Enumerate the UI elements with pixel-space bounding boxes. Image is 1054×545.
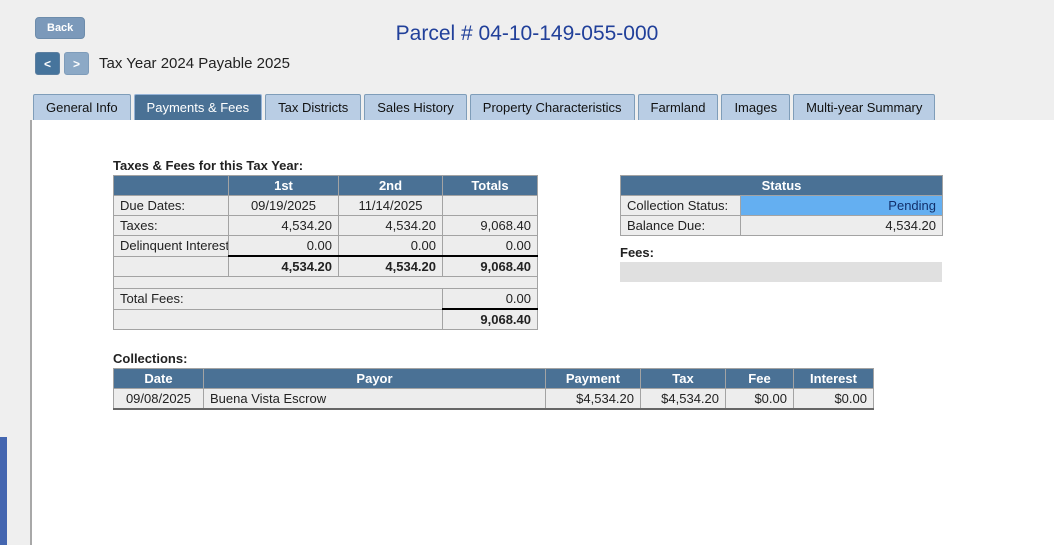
delinquent-2nd: 0.00 — [338, 235, 443, 257]
column-header-payment: Payment — [545, 368, 641, 389]
collection-interest: $0.00 — [793, 388, 874, 410]
spacer-cell — [113, 276, 538, 289]
column-header-tax: Tax — [640, 368, 726, 389]
taxes-1st: 4,534.20 — [228, 215, 339, 236]
left-accent-bar — [0, 437, 7, 545]
column-header-totals: Totals — [442, 175, 538, 196]
due-date-2nd: 11/14/2025 — [338, 195, 443, 216]
taxes-table-header-row: 1st 2nd Totals — [113, 175, 538, 196]
taxes-table-caption: Taxes & Fees for this Tax Year: — [113, 158, 304, 173]
tab-payments-fees[interactable]: Payments & Fees — [133, 94, 263, 122]
balance-due-row: Balance Due: 4,534.20 — [620, 215, 944, 236]
balance-due-label: Balance Due: — [620, 215, 741, 236]
tab-tax-districts[interactable]: Tax Districts — [265, 94, 362, 122]
page-title: Parcel # 04-10-149-055-000 — [395, 22, 659, 45]
total-fees-row: Total Fees: 0.00 — [113, 288, 538, 310]
collection-date: 09/08/2025 — [113, 388, 204, 410]
next-year-button[interactable]: > — [64, 52, 89, 75]
total-fees-value: 0.00 — [442, 288, 538, 310]
collections-caption: Collections: — [113, 351, 188, 366]
collections-table: Date Payor Payment Tax Fee Interest 09/0… — [113, 368, 874, 410]
tab-images[interactable]: Images — [721, 94, 791, 122]
column-header-empty — [113, 175, 229, 196]
tab-bar: General Info Payments & Fees Tax Distric… — [33, 94, 936, 122]
delinquent-interest-row: Delinquent Interest: 0.00 0.00 0.00 — [113, 235, 538, 257]
row-label: Due Dates: — [113, 195, 229, 216]
spacer-row — [113, 276, 538, 289]
due-date-1st: 09/19/2025 — [228, 195, 339, 216]
due-date-total — [442, 195, 538, 216]
delinquent-1st: 0.00 — [228, 235, 339, 257]
tab-farmland[interactable]: Farmland — [637, 94, 719, 122]
column-header-1st: 1st — [228, 175, 339, 196]
row-label: Delinquent Interest: — [113, 235, 229, 257]
status-table: Status Collection Status: Pending Balanc… — [619, 175, 944, 236]
taxes-fees-table: 1st 2nd Totals Due Dates: 09/19/2025 11/… — [113, 175, 538, 330]
status-header-row: Status — [619, 175, 944, 196]
due-dates-row: Due Dates: 09/19/2025 11/14/2025 — [113, 195, 538, 216]
row-label — [113, 255, 229, 277]
taxes-2nd: 4,534.20 — [338, 215, 443, 236]
collection-tax: $4,534.20 — [640, 388, 726, 410]
taxes-row: Taxes: 4,534.20 4,534.20 9,068.40 — [113, 215, 538, 236]
collection-status-row: Collection Status: Pending — [620, 195, 944, 216]
tab-property-characteristics[interactable]: Property Characteristics — [469, 94, 635, 122]
row-label — [113, 308, 443, 330]
status-header: Status — [619, 175, 944, 196]
column-header-fee: Fee — [725, 368, 794, 389]
collection-row: 09/08/2025 Buena Vista Escrow $4,534.20 … — [113, 388, 874, 410]
back-button[interactable]: Back — [35, 17, 86, 39]
column-header-interest: Interest — [793, 368, 874, 389]
collection-status-value: Pending — [739, 195, 944, 216]
column-header-payor: Payor — [203, 368, 546, 389]
collection-payment: $4,534.20 — [545, 388, 641, 410]
subtotal-row: 4,534.20 4,534.20 9,068.40 — [113, 255, 538, 277]
grand-total-row: 9,068.40 — [113, 308, 538, 330]
fees-empty-bar — [620, 262, 942, 282]
tab-general-info[interactable]: General Info — [33, 94, 131, 122]
subtotal-2nd: 4,534.20 — [338, 255, 443, 277]
grand-total-value: 9,068.40 — [442, 308, 538, 330]
column-header-2nd: 2nd — [338, 175, 443, 196]
tab-multi-year-summary[interactable]: Multi-year Summary — [793, 94, 936, 122]
fees-caption: Fees: — [620, 245, 654, 260]
collections-header-row: Date Payor Payment Tax Fee Interest — [113, 368, 874, 389]
prev-year-button[interactable]: < — [35, 52, 60, 75]
taxes-total: 9,068.40 — [442, 215, 538, 236]
balance-due-value: 4,534.20 — [739, 215, 944, 236]
tax-year-label: Tax Year 2024 Payable 2025 — [99, 55, 290, 72]
collection-fee: $0.00 — [725, 388, 794, 410]
tab-sales-history[interactable]: Sales History — [364, 94, 467, 122]
column-header-date: Date — [113, 368, 204, 389]
row-label: Taxes: — [113, 215, 229, 236]
subtotal-total: 9,068.40 — [442, 255, 538, 277]
collection-status-label: Collection Status: — [620, 195, 741, 216]
subtotal-1st: 4,534.20 — [228, 255, 339, 277]
row-label: Total Fees: — [113, 288, 443, 310]
delinquent-total: 0.00 — [442, 235, 538, 257]
collection-payor: Buena Vista Escrow — [203, 388, 546, 410]
